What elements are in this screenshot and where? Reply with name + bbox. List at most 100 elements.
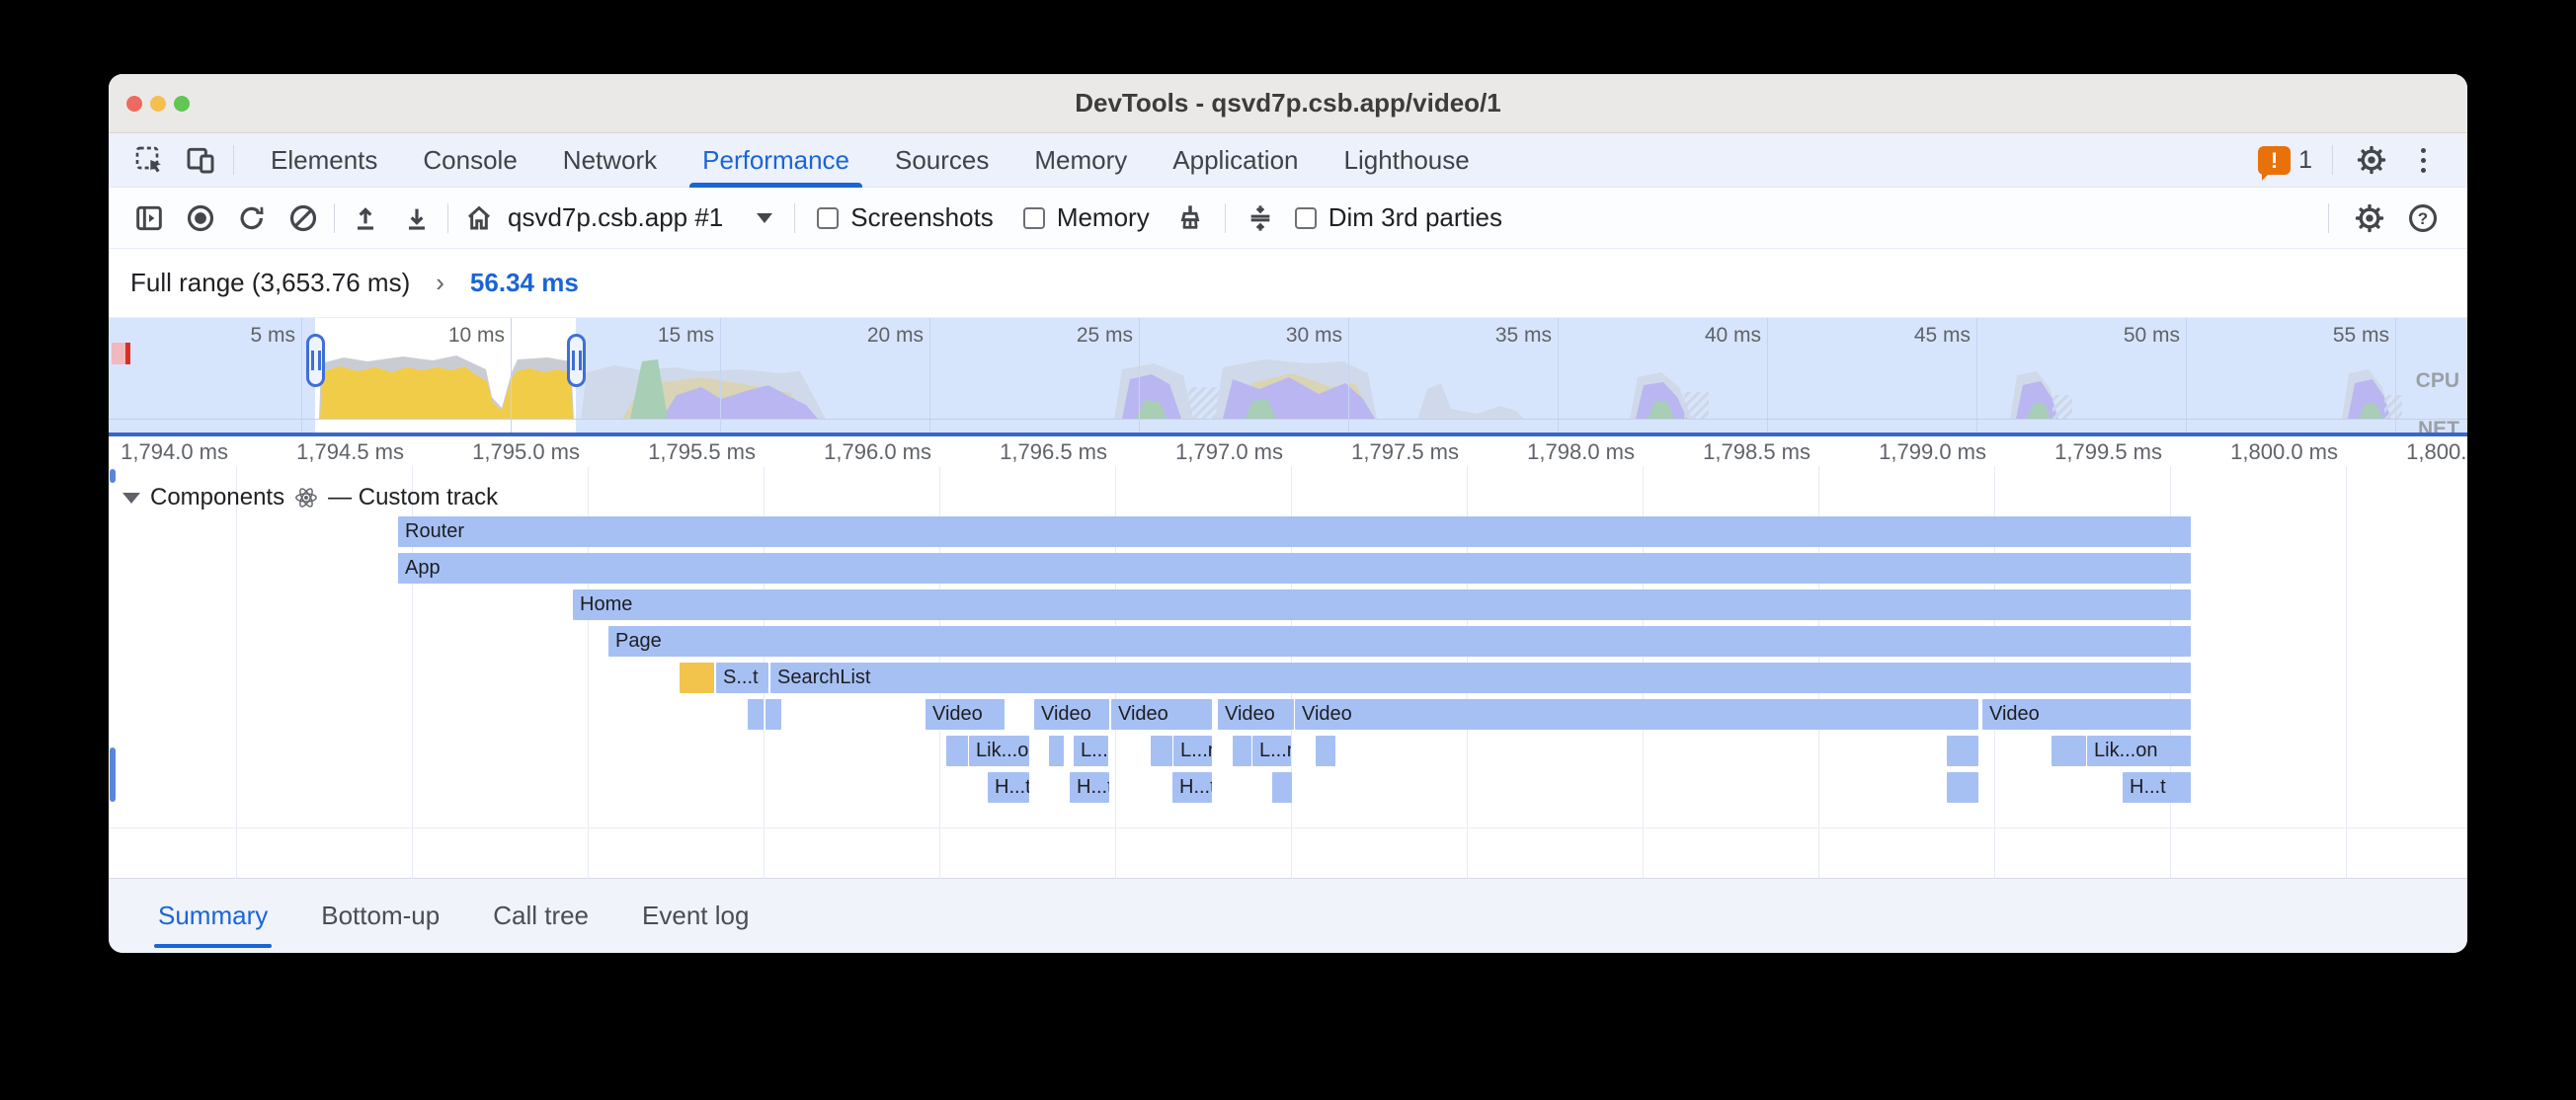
window-titlebar: DevTools - qsvd7p.csb.app/video/1 (109, 74, 2467, 133)
selection-left-handle[interactable] (306, 334, 325, 387)
breadcrumb: Full range (3,653.76 ms) › 56.34 ms (109, 249, 2467, 318)
flame-bar-video[interactable]: Video (1111, 699, 1212, 730)
flame-bar[interactable] (946, 736, 968, 766)
dim-3rd-parties-checkbox-group[interactable]: Dim 3rd parties (1294, 202, 1502, 233)
minimize-window-button[interactable] (150, 96, 166, 112)
flame-bar-h-t[interactable]: H...t (1172, 772, 1212, 803)
breadcrumb-full-range[interactable]: Full range (3,653.76 ms) (130, 268, 411, 297)
overview-tick-label: 40 ms (1704, 324, 1761, 347)
ruler-tick-label: 1,800.5 ms (2406, 439, 2467, 464)
flame-bar[interactable] (2052, 736, 2086, 766)
vertical-scrollbar-top[interactable] (110, 469, 116, 483)
clear-icon[interactable] (284, 199, 322, 237)
flame-bar[interactable] (765, 699, 781, 730)
flame-bar-app[interactable]: App (398, 553, 2191, 584)
error-bubble-icon: ! (2258, 145, 2292, 181)
flame-bar-l-n[interactable]: L...n (1252, 736, 1291, 766)
inspect-element-icon[interactable] (130, 141, 168, 179)
load-profile-icon[interactable] (347, 199, 384, 237)
details-tab-bottom-up[interactable]: Bottom-up (321, 901, 441, 930)
ruler-tick-label: 1,795.5 ms (648, 439, 756, 464)
help-icon[interactable]: ? (2404, 199, 2442, 237)
collapse-shortcuts-icon[interactable] (1242, 199, 1279, 237)
breadcrumb-window[interactable]: 56.34 ms (469, 268, 579, 297)
flame-bar-h-t[interactable]: H...t (1070, 772, 1109, 803)
flame-chart[interactable]: Components — Custom track Router App Home P… (109, 466, 2467, 878)
flame-bar[interactable] (1947, 736, 1978, 766)
flame-bar-home[interactable]: Home (573, 589, 2191, 620)
overview-dim-right (576, 318, 2467, 432)
flame-bar-searchlist[interactable]: SearchList (770, 663, 2191, 693)
record-icon[interactable] (182, 199, 219, 237)
chevron-down-icon (757, 212, 773, 223)
flame-bar[interactable] (1151, 736, 1172, 766)
flame-bar-h-t[interactable]: H...t (988, 772, 1029, 803)
flame-bar[interactable] (748, 699, 764, 730)
flame-bar-video[interactable]: Video (1034, 699, 1109, 730)
flame-bar[interactable] (1272, 772, 1292, 803)
flame-bar-h-t[interactable]: H...t (2123, 772, 2191, 803)
collapse-triangle-icon[interactable] (122, 492, 140, 504)
flame-bar[interactable] (680, 663, 714, 693)
timeline-overview[interactable]: 5 ms 10 ms 15 ms 20 ms 25 ms 30 ms 35 ms 40 ms 4… (109, 318, 2467, 432)
flame-bar-video[interactable]: Video (1982, 699, 2191, 730)
ruler-tick-label: 1,797.5 ms (1351, 439, 1459, 464)
memory-checkbox-group[interactable]: Memory (1022, 202, 1150, 233)
flame-bar[interactable] (1233, 736, 1251, 766)
tab-memory[interactable]: Memory (1034, 144, 1128, 175)
home-icon[interactable] (460, 199, 498, 237)
flame-bar-page[interactable]: Page (608, 626, 2191, 657)
flame-bar-video[interactable]: Video (1295, 699, 1978, 730)
screenshots-checkbox[interactable] (817, 206, 840, 229)
dim-3rd-parties-checkbox[interactable] (1294, 206, 1317, 229)
error-badge[interactable]: ! 1 (2258, 145, 2312, 181)
memory-checkbox[interactable] (1022, 206, 1045, 229)
overview-tick-line (2395, 318, 2396, 432)
flame-bar-video[interactable]: Video (1218, 699, 1294, 730)
tab-network[interactable]: Network (562, 144, 658, 175)
tab-sources[interactable]: Sources (895, 144, 990, 175)
target-selector-dropdown[interactable]: qsvd7p.csb.app #1 (508, 202, 773, 233)
save-profile-icon[interactable] (398, 199, 436, 237)
selection-top-border (109, 432, 2467, 436)
selection-right-handle[interactable] (567, 334, 586, 387)
settings-gear-icon[interactable] (2353, 141, 2390, 179)
ruler-tick-label: 1,799.5 ms (2054, 439, 2162, 464)
flame-bar-lik-on[interactable]: Lik...on (2087, 736, 2191, 766)
tab-application[interactable]: Application (1172, 144, 1299, 175)
flame-bar-lik-on[interactable]: Lik...on (969, 736, 1029, 766)
tab-performance[interactable]: Performance (680, 133, 872, 188)
details-tab-call-tree[interactable]: Call tree (493, 901, 590, 930)
toggle-sidebar-icon[interactable] (130, 199, 168, 237)
more-options-kebab-icon[interactable] (2404, 141, 2442, 179)
flame-bar-s-t[interactable]: S...t (716, 663, 768, 693)
details-tab-summary[interactable]: Summary (154, 879, 273, 954)
tab-console[interactable]: Console (423, 144, 518, 175)
flame-bar[interactable] (1947, 772, 1978, 803)
tab-lighthouse[interactable]: Lighthouse (1343, 144, 1470, 175)
vertical-scrollbar-thumb[interactable] (110, 747, 116, 802)
details-tab-event-log[interactable]: Event log (642, 901, 750, 930)
overview-tick-label: 30 ms (1285, 324, 1342, 347)
flame-bar-l-n[interactable]: L...n (1074, 736, 1108, 766)
divider (334, 202, 335, 233)
capture-settings-gear-icon[interactable] (2351, 199, 2388, 237)
device-toolbar-icon[interactable] (182, 141, 219, 179)
flame-bar[interactable] (1049, 736, 1064, 766)
red-marker (125, 343, 130, 364)
garbage-collect-icon[interactable] (1171, 199, 1209, 237)
tab-elements[interactable]: Elements (271, 144, 378, 175)
maximize-window-button[interactable] (174, 96, 190, 112)
overview-tick-line (720, 318, 721, 432)
close-window-button[interactable] (126, 96, 142, 112)
flame-bar[interactable] (1316, 736, 1335, 766)
flame-bar-video[interactable]: Video (926, 699, 1005, 730)
flame-bar-router[interactable]: Router (398, 516, 2191, 547)
devtools-window: DevTools - qsvd7p.csb.app/video/1 Elemen… (109, 74, 2467, 953)
reload-and-record-icon[interactable] (233, 199, 271, 237)
details-tab-bar: Summary Bottom-up Call tree Event log (109, 878, 2467, 953)
track-header-components[interactable]: Components — Custom track (122, 484, 498, 511)
flame-bar-l-n[interactable]: L...n (1173, 736, 1212, 766)
ruler-tick-label: 1,798.0 ms (1527, 439, 1635, 464)
screenshots-checkbox-group[interactable]: Screenshots (817, 202, 994, 233)
